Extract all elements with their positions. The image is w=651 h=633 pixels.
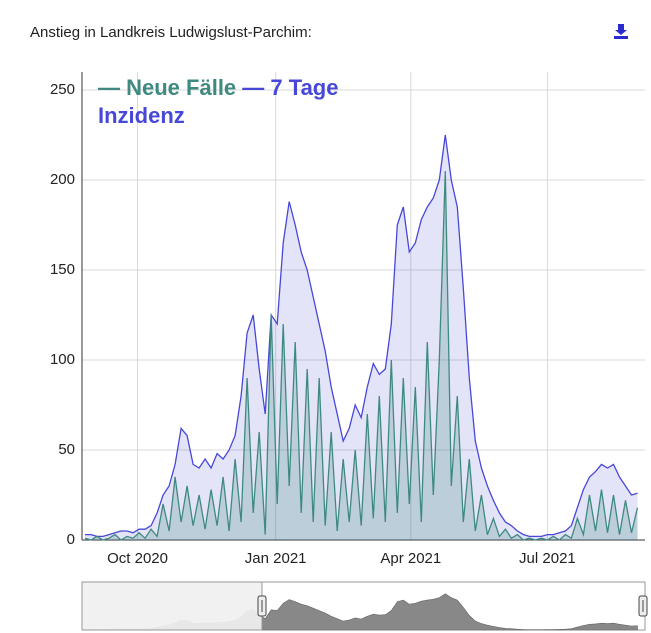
legend-label: 7 Tage Inzidenz (98, 75, 339, 128)
legend-label: Neue Fälle (126, 75, 237, 100)
series-line (84, 170, 639, 541)
x-tick-label: Jan 2021 (245, 550, 307, 567)
y-tick-label: 50 (58, 441, 75, 458)
series-area (85, 135, 638, 540)
y-tick-label: 250 (50, 81, 75, 98)
series-line (85, 134, 638, 538)
legend: — Neue Fälle — 7 Tage Inzidenz (98, 74, 428, 130)
y-tick-label: 100 (50, 351, 75, 368)
legend-swatch: — (242, 75, 271, 100)
legend-item: — 7 Tage Inzidenz (98, 75, 338, 128)
chart-title: Anstieg in Landkreis Ludwigslust-Parchim… (30, 24, 312, 41)
range-unselected (81, 581, 263, 631)
x-tick-label: Jul 2021 (519, 550, 576, 567)
legend-swatch: — (98, 75, 127, 100)
y-tick-label: 0 (67, 531, 75, 548)
y-tick-label: 150 (50, 261, 75, 278)
y-tick-label: 200 (50, 171, 75, 188)
download-icon[interactable] (614, 24, 628, 39)
x-tick-label: Apr 2021 (380, 550, 441, 567)
legend-item: — Neue Fälle (98, 75, 236, 100)
x-tick-label: Oct 2020 (107, 550, 168, 567)
